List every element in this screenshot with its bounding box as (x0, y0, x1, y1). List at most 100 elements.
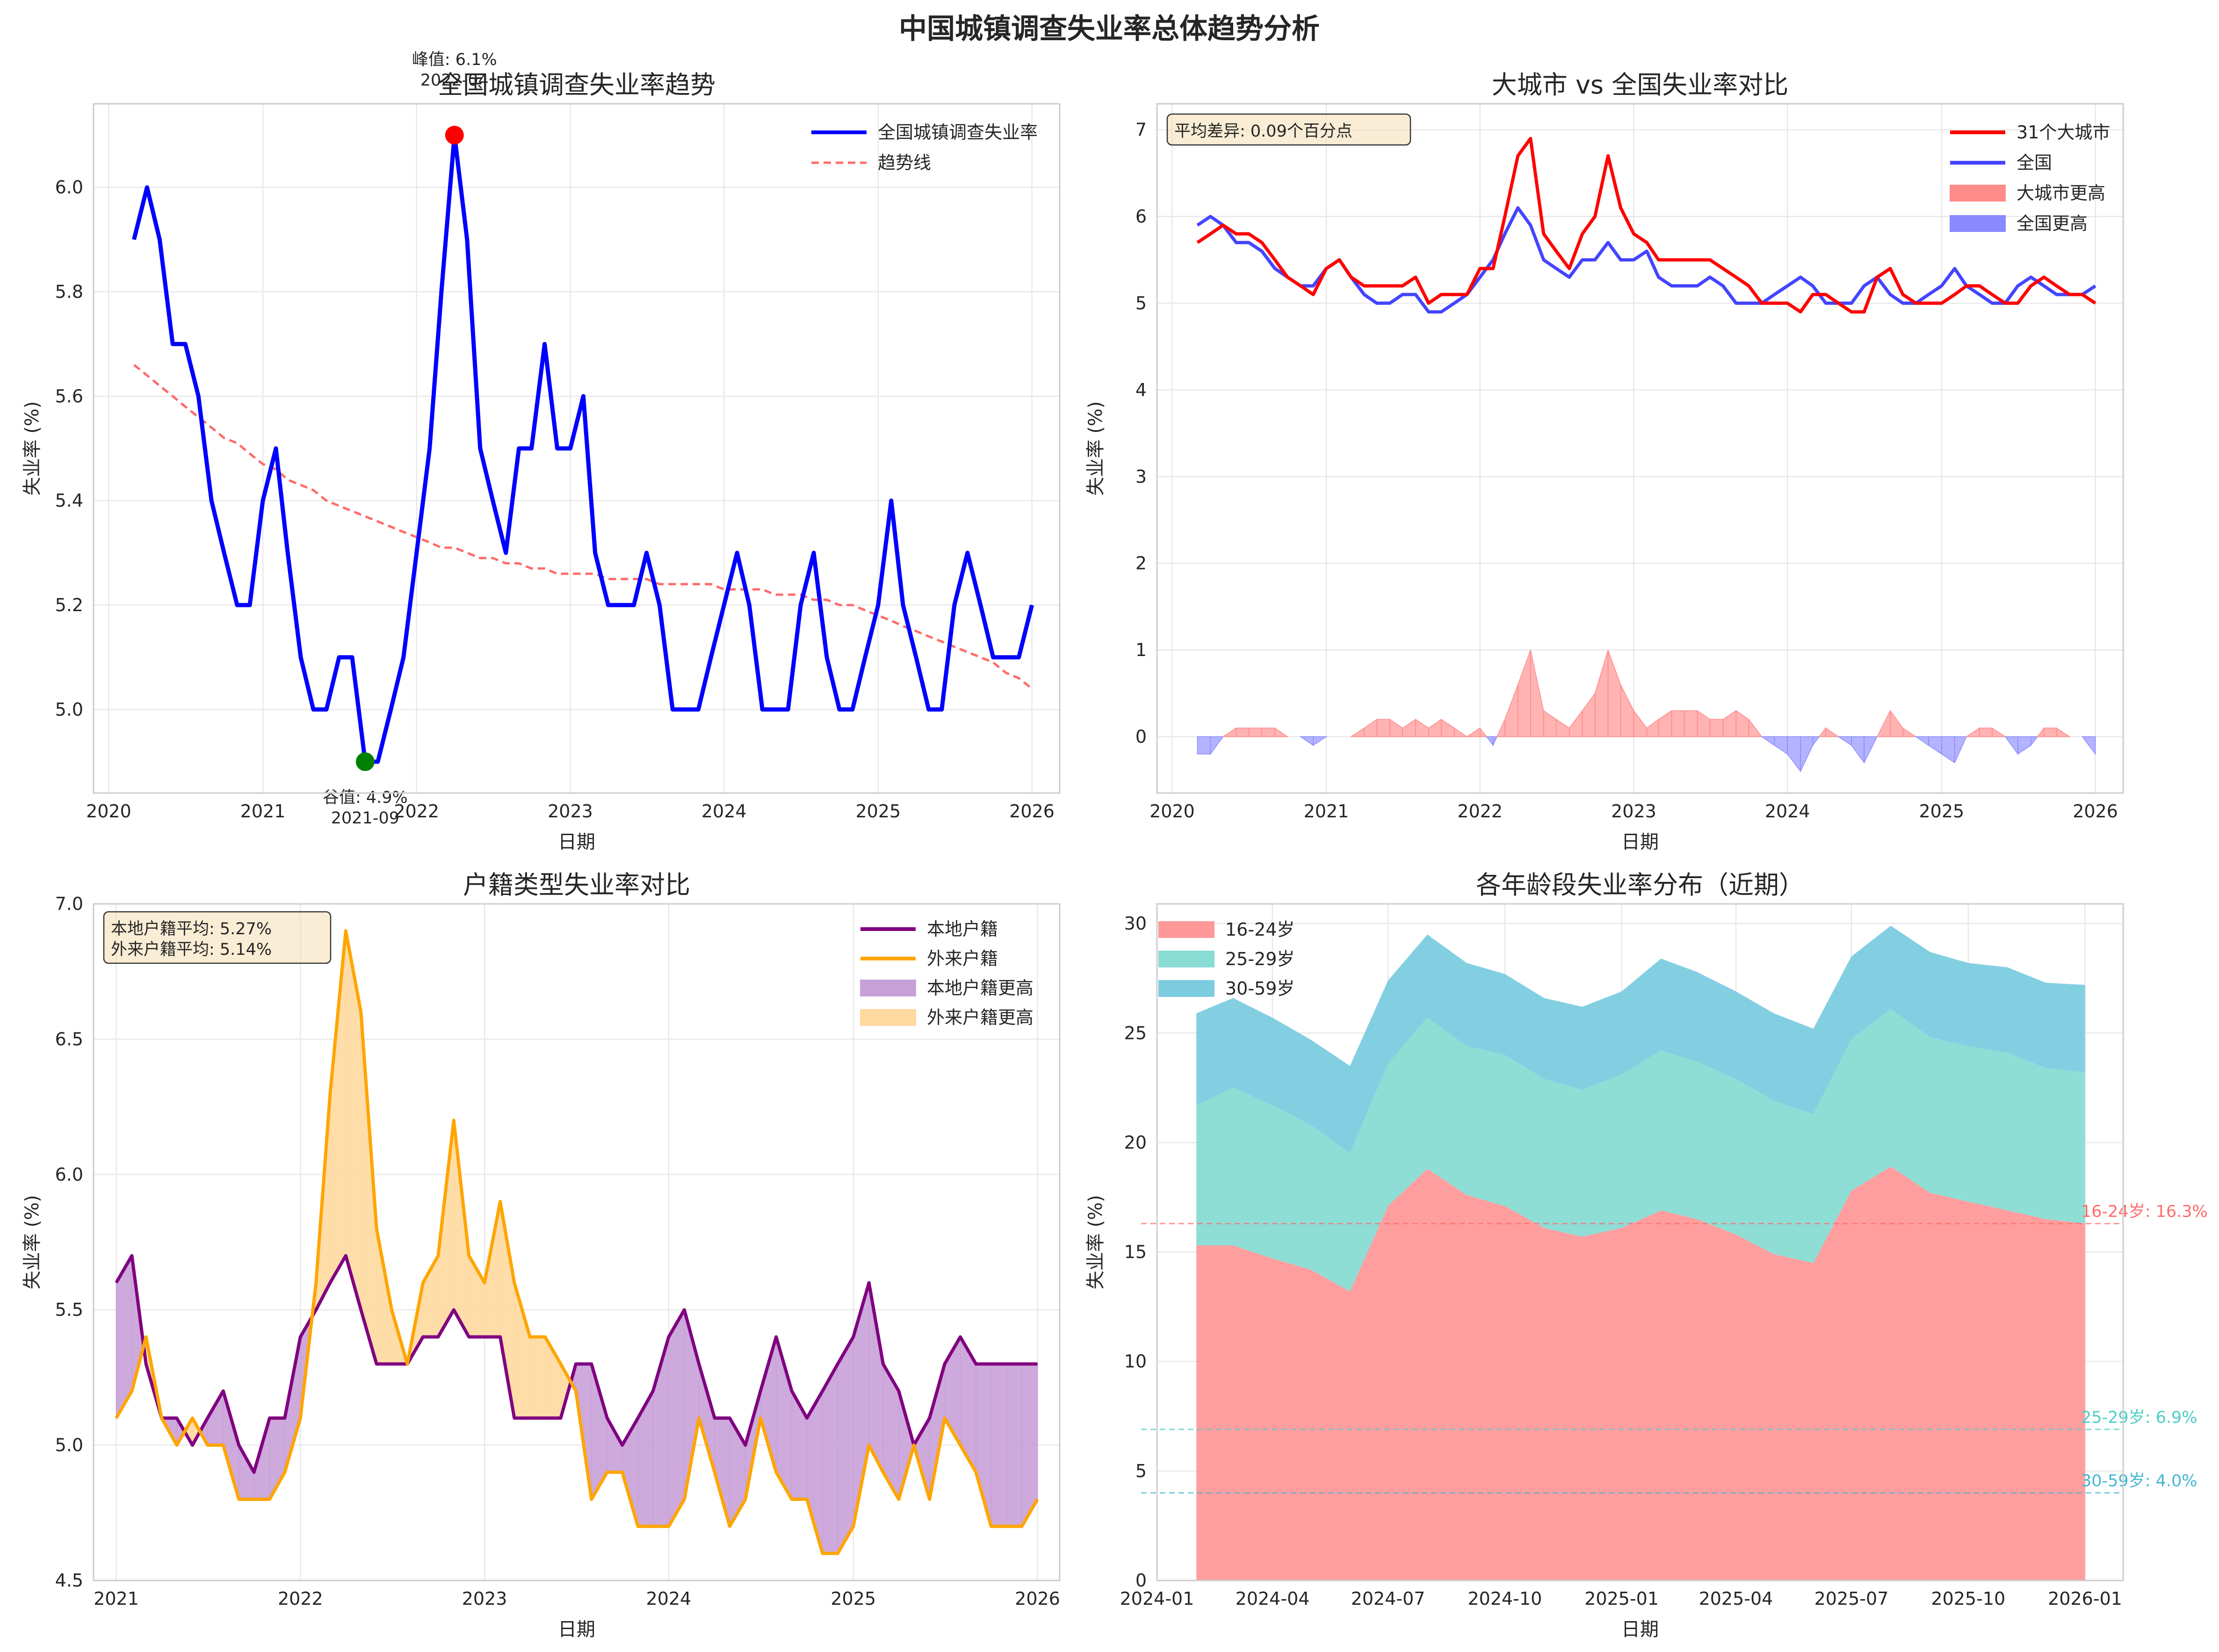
x-axis-label: 日期 (1621, 831, 1659, 853)
difference-area (1236, 728, 1250, 737)
y-tick-label: 5.2 (55, 595, 83, 615)
reference-label: 16-24岁: 16.3% (2081, 1203, 2208, 1221)
difference-area (1594, 649, 1609, 737)
difference-area (1800, 736, 1814, 772)
difference-area (1876, 710, 1891, 737)
reference-label: 30-59岁: 4.0% (2081, 1472, 2197, 1491)
difference-area (1389, 718, 1403, 737)
hukou-difference-area (760, 1336, 777, 1472)
x-tick-label: 2025 (831, 1588, 876, 1609)
difference-area (1486, 736, 1494, 747)
x-tick-label: 2024-01 (1120, 1588, 1194, 1609)
legend-label: 大城市更高 (2017, 183, 2105, 203)
peak-marker (445, 126, 464, 144)
hukou-difference-area (207, 1390, 224, 1446)
panel-bigcity-vs-national: 2020 2021 2022 2023 2024 2025 2026 0 1 2 3 4 5 6 7 大城市 … (1085, 70, 2124, 853)
y-tick-label: 5.5 (55, 1299, 83, 1320)
x-tick-label: 2022 (1457, 801, 1503, 822)
difference-area (1941, 736, 1955, 764)
difference-area (1671, 710, 1685, 737)
hukou-difference-area (714, 1417, 730, 1527)
y-tick-label: 6.0 (55, 1164, 83, 1185)
difference-area (1735, 710, 1749, 737)
difference-area (1530, 649, 1544, 737)
difference-area (1299, 736, 1314, 746)
stats-text: 本地户籍平均: 5.27% (111, 920, 272, 938)
axes-frame (93, 103, 1061, 794)
y-tick-label: 5.0 (55, 699, 83, 720)
big-city-line (1196, 137, 2096, 314)
x-tick-label: 2026 (1015, 1588, 1060, 1609)
x-tick-label: 2026 (2073, 801, 2118, 822)
x-tick-label: 2024 (1765, 801, 1810, 822)
difference-area (1607, 649, 1621, 737)
y-tick-label: 4 (1135, 380, 1147, 400)
y-tick-label: 7.0 (55, 894, 83, 914)
y-tick-label: 7 (1135, 120, 1147, 140)
legend-label: 31个大城市 (2017, 122, 2110, 143)
y-axis-label: 失业率 (%) (22, 1195, 43, 1290)
stats-textbox (1166, 113, 1411, 146)
difference-area (1518, 649, 1531, 737)
axes-frame (1156, 103, 2124, 794)
difference-area (1350, 727, 1365, 737)
difference-area (1722, 710, 1737, 737)
difference-area (1774, 736, 1788, 755)
y-tick-label: 20 (1124, 1132, 1147, 1153)
stats-textbox (103, 911, 332, 964)
difference-area (2082, 736, 2096, 755)
legend-swatch (1950, 215, 2006, 232)
legend-label: 16-24岁 (1225, 919, 1294, 940)
grid-lines (94, 104, 1060, 793)
difference-area (1197, 736, 1211, 755)
y-axis-label: 失业率 (%) (22, 401, 43, 496)
x-tick-label: 2025-04 (1699, 1588, 1773, 1609)
panel-age-distribution: 2024-01 2024-04 2024-07 2024-10 2025-01 2025-… (1085, 870, 2208, 1640)
panel-hukou-comparison: 2021 2022 2023 2024 2025 2026 4.5 5.0 5.5 6.0 6.5 7… (22, 870, 1061, 1640)
difference-area (1979, 728, 1993, 737)
difference-area (1954, 736, 1967, 763)
difference-area (1466, 727, 1481, 737)
difference-area (2037, 727, 2045, 737)
hukou-difference-area (668, 1308, 685, 1528)
y-tick-label: 6.5 (55, 1029, 83, 1049)
age-area-30-59岁 (1196, 925, 2085, 1154)
x-tick-label: 2025-10 (1931, 1588, 2005, 1609)
x-tick-label: 2022 (278, 1588, 323, 1609)
x-tick-label: 2023 (548, 801, 593, 822)
difference-area (1684, 710, 1698, 737)
difference-area (1415, 719, 1429, 737)
difference-area (1928, 736, 1942, 755)
migrant-hukou-line (115, 929, 1039, 1555)
y-tick-label: 25 (1124, 1023, 1147, 1043)
legend-label: 外来户籍 (927, 948, 998, 969)
hukou-difference-area (898, 1391, 914, 1500)
difference-area (1492, 736, 1498, 746)
hukou-difference-area (238, 1443, 254, 1500)
trend-line (133, 364, 1033, 690)
legend-label: 本地户籍更高 (927, 978, 1034, 998)
x-tick-label: 2024-10 (1467, 1588, 1542, 1609)
national-rate-line (132, 133, 1034, 764)
difference-area (1441, 719, 1455, 737)
difference-area (1915, 736, 1929, 746)
panel-title: 全国城镇调查失业率趋势 (438, 70, 716, 100)
y-tick-label: 5 (1135, 1461, 1147, 1481)
y-tick-label: 5.0 (55, 1435, 83, 1456)
trough-marker (355, 752, 375, 771)
y-tick-label: 1 (1135, 640, 1147, 660)
difference-area (2056, 727, 2071, 737)
legend-label: 趋势线 (878, 152, 931, 173)
difference-area (1748, 718, 1763, 737)
y-tick-label: 0 (1135, 1570, 1147, 1591)
legend-label: 30-59岁 (1225, 978, 1294, 999)
hukou-difference-area (223, 1391, 239, 1500)
x-tick-label: 2026-01 (2048, 1588, 2122, 1609)
legend-swatch (860, 1009, 916, 1026)
y-tick-label: 15 (1124, 1242, 1147, 1262)
difference-area (1620, 684, 1634, 737)
difference-area (1428, 718, 1442, 737)
y-tick-label: 4.5 (55, 1570, 83, 1591)
y-tick-label: 5 (1135, 293, 1147, 313)
panel-title: 各年龄段失业率分布（近期） (1476, 870, 1804, 900)
